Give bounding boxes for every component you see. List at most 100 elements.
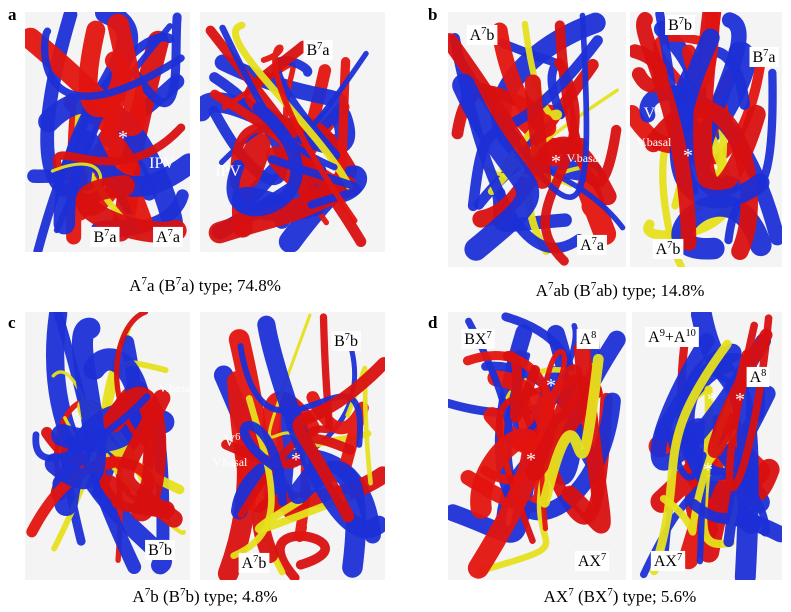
label: B7a <box>303 39 333 60</box>
label: A7b <box>466 24 498 45</box>
vessel <box>44 317 106 490</box>
caption: A7b (B7b) type; 4.8% <box>132 587 277 606</box>
text-part: 7 <box>176 276 182 288</box>
text-part: B <box>94 229 105 246</box>
label: A7a <box>153 226 183 247</box>
text-part: b <box>672 241 680 258</box>
label: V.basal <box>567 151 602 165</box>
vessel <box>649 339 732 576</box>
text-part: b <box>350 333 358 350</box>
label: * <box>551 151 561 173</box>
text-part: 7 <box>591 281 597 293</box>
text-part: A <box>470 27 482 44</box>
text-part: * <box>551 151 561 173</box>
text-part: b) type; 4.8% <box>186 587 278 606</box>
label: V.basal <box>213 455 248 469</box>
text-part: 7 <box>481 26 486 37</box>
text-part: A <box>156 229 168 246</box>
vessel <box>576 176 617 246</box>
text-part: * <box>118 127 128 149</box>
label: * <box>707 389 717 411</box>
text-part: B <box>148 542 159 559</box>
vessel <box>40 27 185 100</box>
label: A9+A10 <box>645 326 699 347</box>
text-part: * <box>546 375 556 397</box>
text-part: V.basal <box>637 135 672 149</box>
vessel <box>237 343 364 448</box>
text-part: V <box>644 105 656 122</box>
label-box <box>749 46 779 67</box>
vessel <box>467 428 543 579</box>
vessel <box>78 20 131 117</box>
text-part: 7 <box>763 48 768 59</box>
text-part: 8 <box>761 368 766 379</box>
label-text: B7a <box>307 41 330 59</box>
label-box <box>238 552 270 573</box>
text-part: IPV <box>149 155 175 172</box>
label: B7b <box>145 539 175 560</box>
label-box <box>461 328 495 349</box>
text-part: 7 <box>253 554 258 565</box>
vessel <box>237 313 333 519</box>
vessel <box>554 20 622 188</box>
label: * <box>526 449 536 471</box>
text-part: ab (B <box>553 281 590 300</box>
text-part: A <box>580 331 592 348</box>
panel-letter: c <box>8 313 16 332</box>
rendering <box>632 312 782 580</box>
text-part: 7 <box>168 228 173 239</box>
label: AX7 <box>574 550 610 571</box>
text-part: 7 <box>145 587 151 599</box>
rendering <box>448 12 626 267</box>
text-part: A <box>750 369 762 386</box>
vessel <box>254 493 351 534</box>
label-text: BX7 <box>464 330 491 348</box>
text-part: A <box>242 555 254 572</box>
label-text: B7b <box>668 16 692 34</box>
label-box <box>576 328 600 349</box>
label-box <box>650 550 686 571</box>
label: V.basal <box>637 135 672 149</box>
text-part: * <box>707 389 717 411</box>
rendering <box>25 312 190 580</box>
text-part: a) type; 74.8% <box>181 276 281 295</box>
text-part: b <box>258 555 266 572</box>
text-part: 7 <box>487 330 492 341</box>
text-part: AX <box>544 587 569 606</box>
label: * <box>703 459 713 481</box>
text-part: V.basal <box>567 151 602 165</box>
text-part: b <box>486 27 494 44</box>
label-box <box>652 238 684 259</box>
label-text: A7a <box>156 228 180 246</box>
text-part: B <box>334 333 345 350</box>
label-text: * <box>707 389 717 411</box>
text-part: 7 <box>601 552 606 563</box>
vessel <box>448 33 552 189</box>
text-part: AX <box>654 553 678 570</box>
label-text: V.basal <box>567 151 602 165</box>
rendering <box>448 312 626 580</box>
label-text: V.basal <box>159 381 194 395</box>
label-text: A7a <box>580 236 604 254</box>
text-part: 7 <box>159 541 164 552</box>
text-part: 7 <box>548 281 554 293</box>
text-part: IPV <box>215 163 241 180</box>
label-box <box>145 539 175 560</box>
rendering <box>630 12 782 267</box>
label: B7b <box>665 14 695 35</box>
text-part: * <box>526 449 536 471</box>
label-box <box>645 326 699 347</box>
text-part: 7 <box>679 16 684 27</box>
label-box <box>577 234 607 255</box>
text-part: AX <box>578 553 602 570</box>
text-part: A <box>129 276 142 295</box>
label-text: * <box>703 459 713 481</box>
label-box <box>90 226 120 247</box>
text-part: * <box>735 389 745 411</box>
text-part: V <box>224 433 236 450</box>
vessel <box>654 353 766 443</box>
label-text: V.basal <box>637 135 672 149</box>
text-part: B <box>668 17 679 34</box>
text-part: b <box>684 17 692 34</box>
